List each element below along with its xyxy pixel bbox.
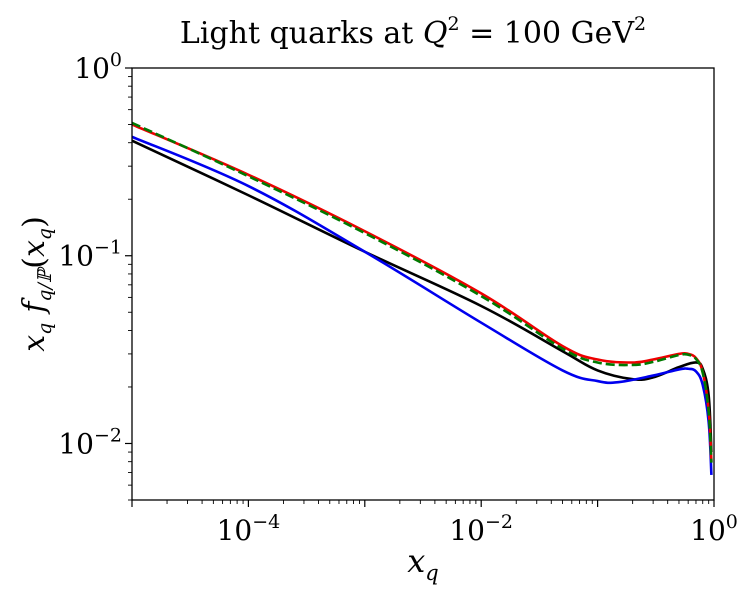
y-label-x: x [17, 335, 52, 352]
x-axis-label-sub: q [425, 561, 438, 585]
series-layer [132, 121, 713, 475]
x-axis-label: xq [407, 542, 439, 585]
series-line-black [132, 139, 713, 453]
y-label-argsub: q [34, 228, 56, 240]
title-var: Q [423, 16, 448, 51]
y-label-open: ( [17, 257, 52, 269]
title-mid: = 100 GeV [460, 16, 636, 51]
tick-label-layer: 10−4 10−2 100 10−2 10−1 100 [58, 49, 738, 547]
series-line-blue [132, 135, 713, 475]
x-tick-label: 10−2 [449, 511, 513, 547]
y-label-close: ) [17, 216, 52, 228]
x-tick-label: 100 [690, 511, 738, 547]
y-tick-label: 10−2 [58, 424, 122, 460]
y-label-fsub: q/ℙ [34, 266, 56, 302]
plot-frame [131, 67, 715, 501]
series-line-green-dashed [132, 121, 713, 463]
y-axis-label: xqfq/ℙ(xq) [17, 216, 56, 352]
y-label-arg: x [17, 240, 52, 257]
y-label-xsub: q [34, 323, 56, 335]
x-axis-label-base: x [407, 542, 425, 580]
chart-title: Light quarks at Q2 = 100 GeV2 [180, 13, 646, 51]
title-prefix: Light quarks at [180, 16, 423, 51]
title-sup: 2 [448, 13, 460, 35]
series-line-red [132, 123, 713, 462]
y-tick-label: 100 [74, 49, 122, 85]
tick-layer [125, 67, 715, 507]
y-tick-label: 10−1 [58, 237, 122, 273]
x-tick-label: 10−4 [217, 511, 281, 547]
title-sup2: 2 [634, 13, 646, 35]
